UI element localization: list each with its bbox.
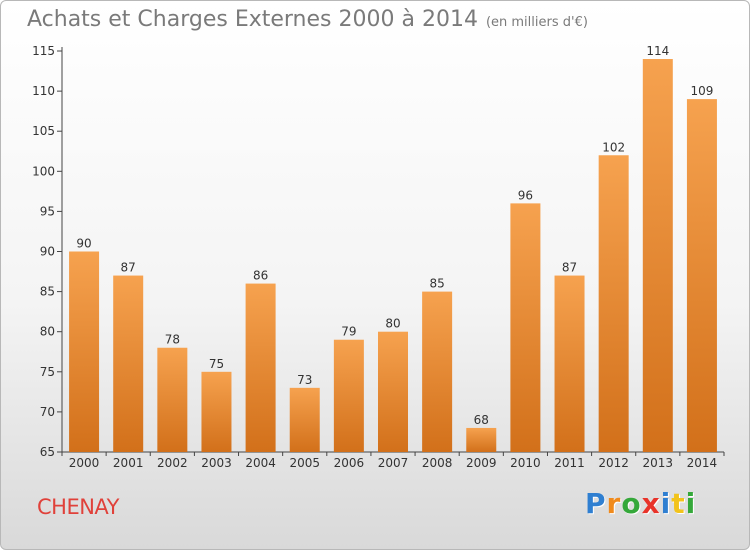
bar	[113, 275, 144, 452]
y-tick-label: 85	[40, 285, 55, 299]
x-tick-label: 2012	[598, 456, 629, 470]
bar	[69, 251, 100, 452]
y-tick-label: 90	[40, 245, 55, 259]
data-label: 87	[562, 261, 577, 275]
x-tick-label: 2005	[289, 456, 320, 470]
y-tick-label: 80	[40, 325, 55, 339]
data-label: 68	[474, 413, 489, 427]
x-tick-label: 2010	[510, 456, 541, 470]
x-tick-label: 2003	[201, 456, 232, 470]
data-label: 75	[209, 357, 224, 371]
y-tick-label: 105	[32, 124, 55, 138]
bar	[378, 331, 408, 452]
bar	[686, 99, 717, 453]
commune-name: CHENAY	[37, 495, 120, 519]
data-label: 87	[121, 261, 136, 275]
data-label: 96	[518, 188, 533, 202]
y-tick-label: 115	[32, 44, 55, 58]
y-tick-label: 75	[40, 365, 55, 379]
bar	[510, 203, 541, 452]
data-label: 90	[76, 237, 91, 251]
bars	[69, 59, 717, 453]
bar	[598, 155, 629, 452]
chart-unit: (en milliers d'€)	[485, 15, 588, 30]
bar	[289, 387, 320, 452]
bar	[201, 371, 232, 452]
logo-letter: t	[671, 487, 686, 520]
y-tick-label: 110	[32, 84, 55, 98]
chart-title-text: Achats et Charges Externes 2000 à 2014	[27, 7, 478, 32]
x-tick-label: 2014	[687, 456, 718, 470]
x-tick-label: 2004	[245, 456, 276, 470]
bar	[245, 283, 276, 452]
bar	[333, 339, 364, 452]
labels: 65 70 75 80 85 90 95 100 105 110 115 2000 90 2001 87 20…	[32, 44, 717, 470]
bar	[642, 59, 673, 453]
proxiti-logo[interactable]: Proxiti	[585, 487, 696, 520]
data-label: 114	[646, 44, 669, 58]
bar	[554, 275, 585, 452]
x-tick-label: 2008	[422, 456, 453, 470]
x-tick-label: 2009	[466, 456, 497, 470]
data-label: 86	[253, 269, 268, 283]
data-label: 73	[297, 373, 312, 387]
x-tick-label: 2001	[113, 456, 144, 470]
x-tick-label: 2000	[69, 456, 100, 470]
y-tick-label: 100	[32, 164, 55, 178]
logo-letter: P	[585, 487, 607, 520]
bar	[157, 347, 188, 452]
chart-title: Achats et Charges Externes 2000 à 2014 (e…	[27, 7, 588, 32]
data-label: 109	[690, 84, 713, 98]
logo-letter: x	[641, 487, 661, 520]
x-tick-label: 2006	[334, 456, 365, 470]
logo-letter: o	[621, 487, 642, 520]
x-tick-label: 2013	[643, 456, 674, 470]
data-label: 79	[341, 325, 356, 339]
logo-letter: r	[606, 487, 622, 520]
y-tick-label: 70	[40, 405, 55, 419]
data-label: 78	[165, 333, 180, 347]
data-label: 102	[602, 140, 625, 154]
y-tick-label: 95	[40, 204, 55, 218]
x-tick-label: 2011	[554, 456, 585, 470]
bar	[422, 291, 453, 452]
y-tick-label: 65	[40, 445, 55, 459]
logo-letter: i	[685, 487, 697, 520]
logo-letter: i	[660, 487, 672, 520]
x-tick-label: 2002	[157, 456, 188, 470]
x-tick-label: 2007	[378, 456, 409, 470]
bar	[466, 427, 497, 452]
data-label: 80	[385, 317, 400, 331]
data-label: 85	[429, 277, 444, 291]
